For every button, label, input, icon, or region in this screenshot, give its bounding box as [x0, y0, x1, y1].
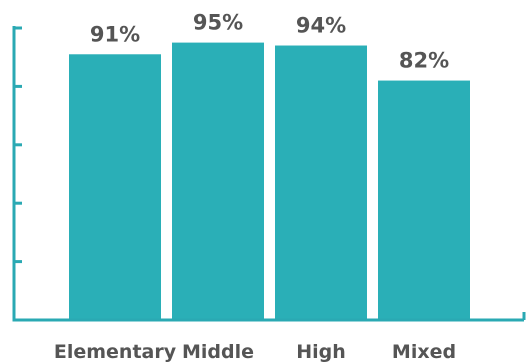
bar-mixed	[378, 80, 470, 320]
data-label-high: 94%	[296, 14, 346, 38]
x-tick-label-high: High	[296, 341, 346, 363]
x-tick-label-middle: Middle	[182, 341, 254, 363]
data-label-middle: 95%	[193, 11, 243, 35]
data-label-mixed: 82%	[399, 49, 449, 73]
bar-middle	[172, 42, 264, 320]
x-tick-label-mixed: Mixed	[392, 341, 456, 363]
data-label-elementary: 91%	[90, 22, 140, 46]
bar-elementary	[69, 54, 161, 320]
bar-high	[275, 45, 367, 321]
x-tick-label-elementary: Elementary	[54, 341, 177, 363]
